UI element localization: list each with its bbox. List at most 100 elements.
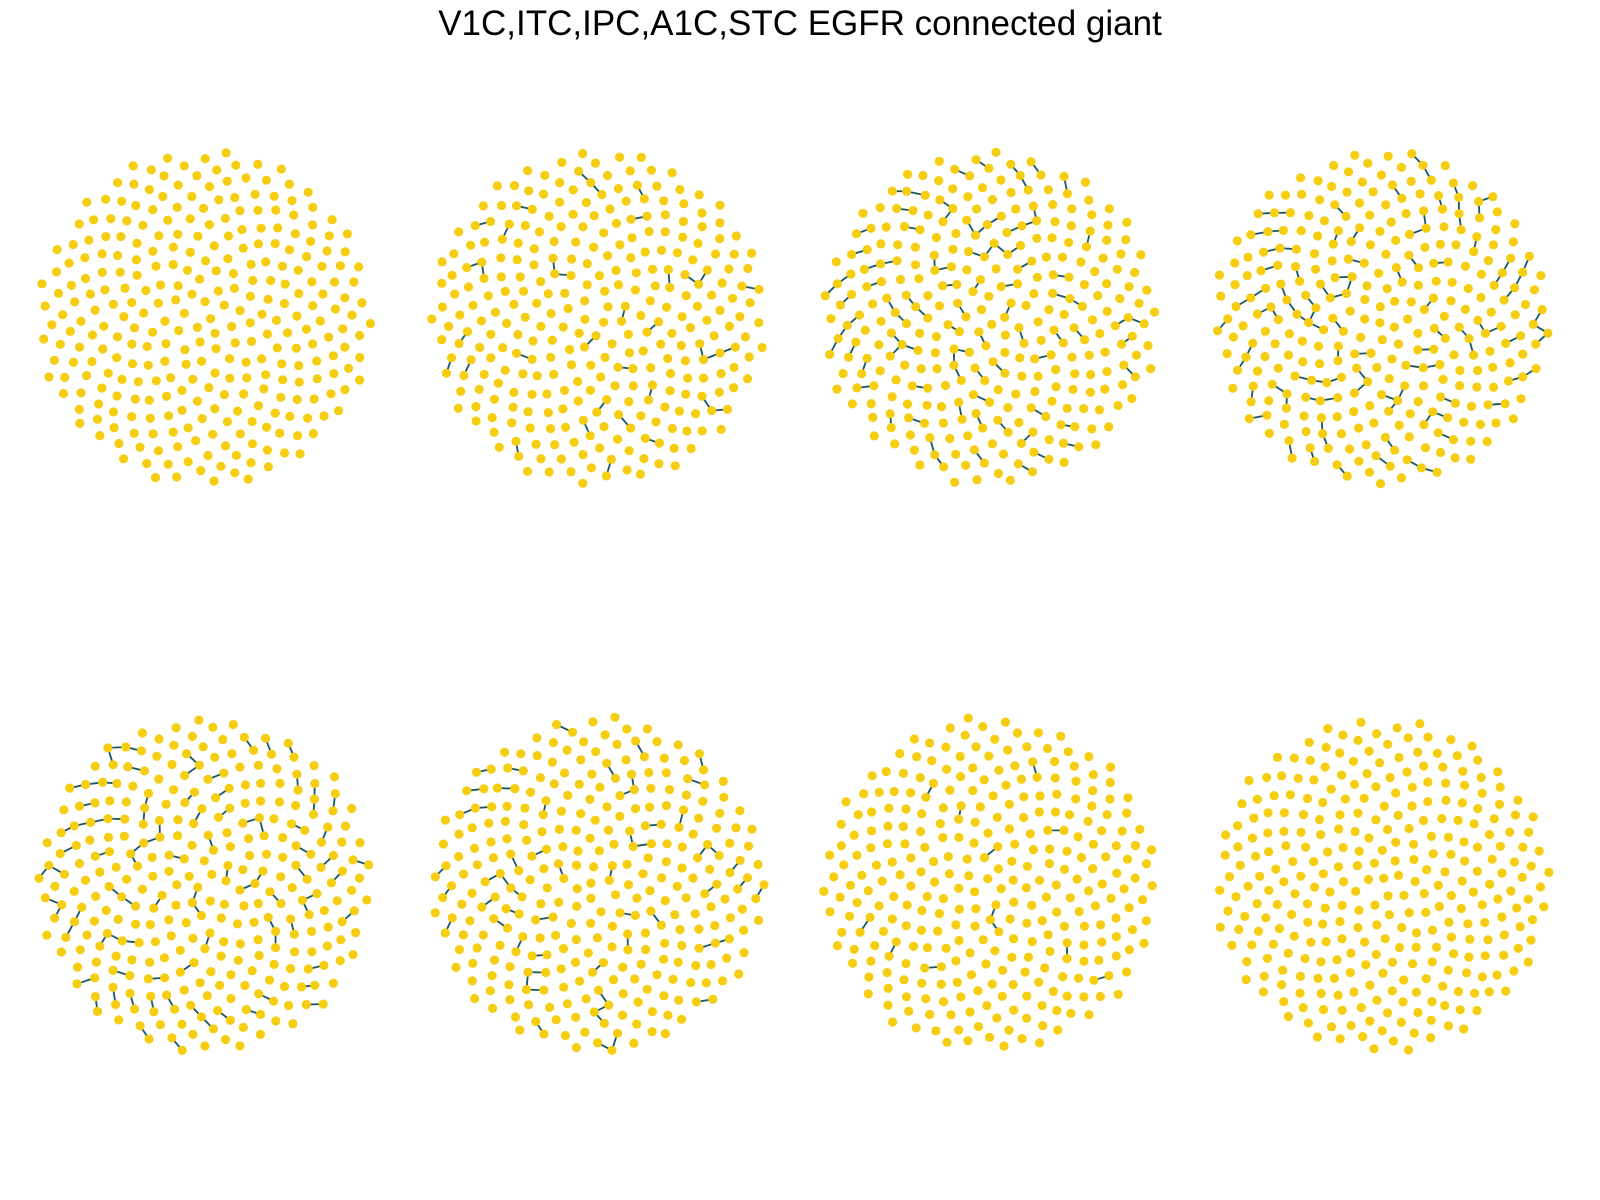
network-node	[1223, 906, 1233, 916]
network-node	[211, 266, 221, 276]
network-node	[454, 851, 464, 862]
network-node	[1048, 270, 1058, 280]
network-node	[743, 263, 753, 274]
network-node	[1044, 454, 1054, 464]
network-node	[1455, 365, 1465, 376]
network-node	[832, 941, 843, 951]
network-node	[192, 171, 202, 181]
network-node	[1476, 269, 1487, 279]
network-node	[1298, 1003, 1308, 1013]
network-node	[1518, 349, 1528, 359]
network-node	[983, 828, 993, 838]
network-node	[1464, 952, 1474, 962]
network-node	[1510, 810, 1520, 820]
network-node	[1363, 874, 1374, 885]
network-node	[623, 945, 633, 955]
network-node	[600, 352, 610, 362]
network-node	[200, 154, 210, 164]
network-node	[632, 1019, 642, 1029]
network-node	[613, 280, 624, 290]
network-node	[573, 846, 583, 856]
network-node	[149, 903, 159, 913]
network-node	[946, 262, 957, 272]
network-node	[137, 884, 147, 894]
network-node	[53, 288, 64, 298]
network-node	[753, 859, 763, 870]
network-node	[355, 330, 365, 341]
network-node	[225, 803, 235, 813]
network-node	[845, 880, 856, 891]
network-node	[876, 277, 887, 287]
network-node	[529, 260, 539, 270]
network-node	[681, 389, 691, 399]
network-node	[500, 816, 510, 827]
network-node	[1426, 831, 1436, 842]
network-node	[1372, 362, 1382, 373]
network-node	[1381, 200, 1391, 210]
network-node	[487, 971, 497, 981]
network-node	[531, 915, 541, 925]
network-node	[166, 931, 176, 941]
network-node	[991, 900, 1001, 910]
network-node	[910, 242, 921, 252]
network-node	[57, 900, 67, 910]
network-node	[984, 291, 994, 301]
network-node	[819, 886, 829, 897]
network-node	[485, 216, 496, 227]
network-node	[514, 866, 524, 876]
network-node	[500, 365, 510, 375]
network-node	[308, 202, 318, 212]
network-node	[1359, 793, 1369, 803]
network-node	[586, 178, 596, 188]
network-node	[179, 161, 189, 171]
network-node	[454, 338, 464, 349]
network-node	[1477, 972, 1487, 982]
network-node	[558, 944, 569, 954]
network-node	[161, 799, 171, 809]
network-node	[154, 774, 164, 784]
network-node	[223, 231, 234, 241]
network-node	[569, 437, 579, 447]
network-node	[1295, 276, 1305, 286]
network-node	[1231, 301, 1241, 312]
network-node	[1304, 737, 1314, 748]
network-node	[230, 468, 240, 478]
network-node	[1044, 858, 1054, 869]
network-node	[1243, 252, 1253, 262]
network-node	[902, 186, 912, 196]
network-node	[524, 186, 534, 196]
network-node	[886, 423, 896, 433]
network-node	[1476, 292, 1486, 303]
network-node	[1325, 293, 1335, 303]
network-node	[1264, 428, 1274, 438]
network-node	[1351, 886, 1361, 897]
network-node	[989, 238, 999, 248]
network-node	[528, 336, 538, 346]
network-node	[561, 422, 571, 432]
network-node	[155, 832, 165, 842]
network-node	[685, 323, 696, 333]
network-node	[1375, 758, 1385, 768]
network-node	[233, 406, 243, 416]
network-node	[1452, 751, 1462, 761]
network-node	[188, 1029, 198, 1039]
network-node	[962, 215, 972, 225]
network-node	[1391, 788, 1401, 798]
network-node	[1438, 981, 1448, 991]
network-node	[1393, 395, 1403, 406]
network-node	[1224, 872, 1235, 882]
network-node	[603, 302, 613, 312]
network-node	[941, 742, 951, 752]
network-node	[1363, 377, 1373, 387]
network-node	[477, 902, 487, 912]
network-node	[263, 462, 273, 472]
network-node	[581, 994, 591, 1004]
network-node	[1296, 226, 1306, 236]
network-node	[1432, 942, 1442, 952]
network-node	[106, 214, 116, 224]
network-node	[888, 1017, 898, 1027]
network-node	[1443, 1021, 1453, 1031]
network-node	[1499, 930, 1509, 940]
network-node	[1493, 894, 1503, 904]
network-node	[187, 840, 197, 850]
